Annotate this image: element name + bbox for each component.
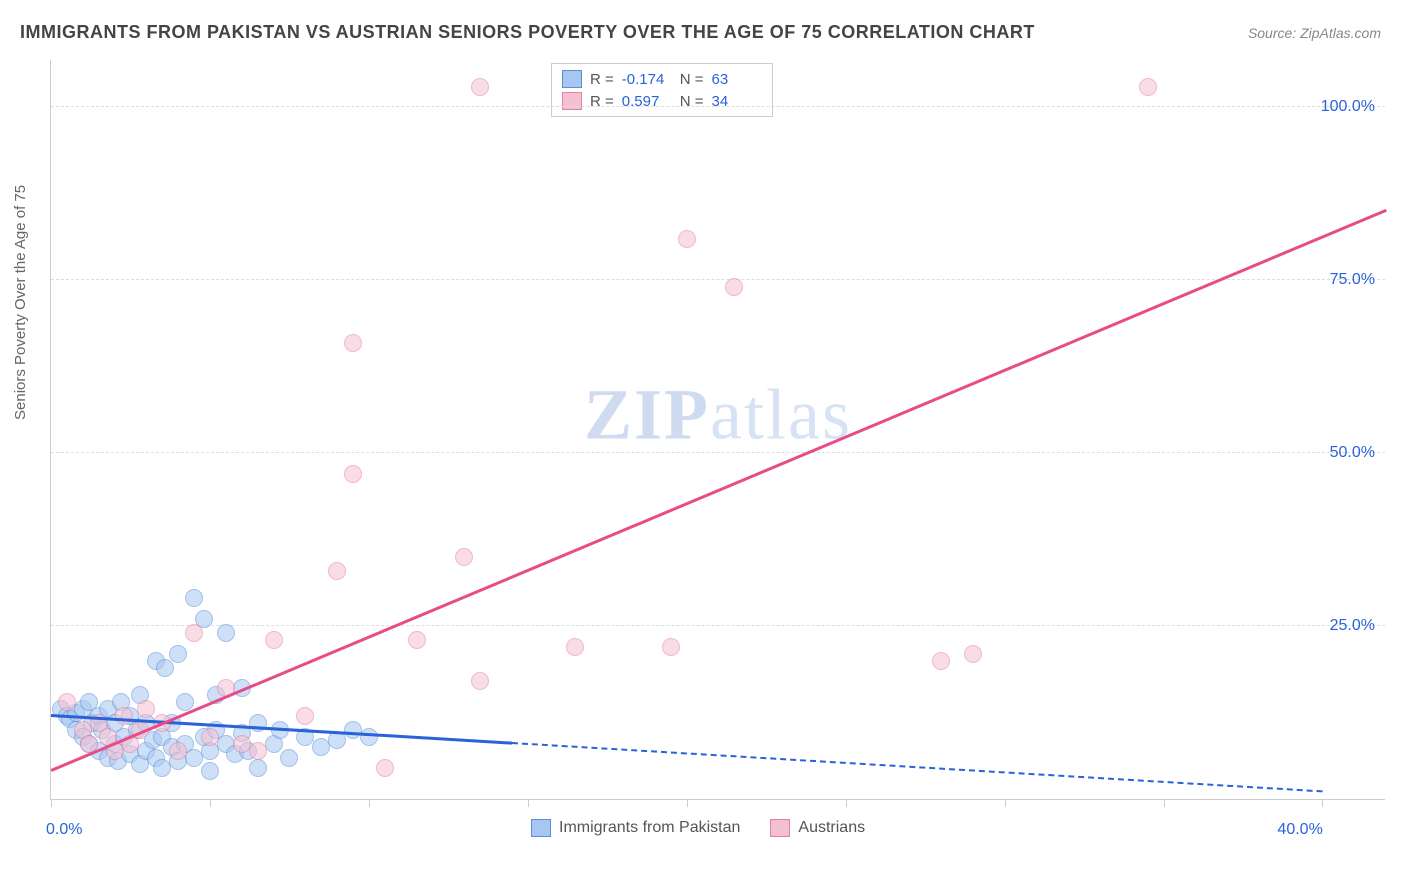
legend-item-austrians: Austrians (770, 819, 865, 837)
data-point-austrians (58, 693, 76, 711)
legend-item-pakistan: Immigrants from Pakistan (531, 819, 740, 837)
data-point-austrians (249, 742, 267, 760)
y-axis-label: Seniors Poverty Over the Age of 75 (12, 185, 29, 420)
data-point-pakistan (217, 624, 235, 642)
x-tick (1005, 799, 1006, 807)
x-tick (210, 799, 211, 807)
y-tick-label: 100.0% (1321, 98, 1375, 116)
source-label: Source: ZipAtlas.com (1248, 25, 1381, 41)
data-point-austrians (455, 548, 473, 566)
watermark: ZIPatlas (584, 373, 852, 456)
data-point-austrians (185, 624, 203, 642)
data-point-austrians (932, 652, 950, 670)
y-tick-label: 75.0% (1330, 271, 1375, 289)
y-tick-label: 50.0% (1330, 444, 1375, 462)
data-point-austrians (328, 562, 346, 580)
swatch-pakistan (562, 70, 582, 88)
data-point-pakistan (201, 762, 219, 780)
r-label: R = (590, 71, 614, 88)
data-point-austrians (678, 230, 696, 248)
chart-title: IMMIGRANTS FROM PAKISTAN VS AUSTRIAN SEN… (20, 22, 1035, 43)
data-point-pakistan (156, 659, 174, 677)
data-point-austrians (115, 707, 133, 725)
data-point-austrians (662, 638, 680, 656)
trend-line-dash (512, 742, 1323, 792)
legend-swatch-austrians (770, 819, 790, 837)
data-point-pakistan (176, 693, 194, 711)
data-point-austrians (964, 645, 982, 663)
y-tick-label: 25.0% (1330, 617, 1375, 635)
data-point-austrians (265, 631, 283, 649)
grid-line (51, 106, 1385, 107)
plot-area: ZIPatlas R = -0.174 N = 63 R = 0.597 N =… (50, 60, 1385, 800)
data-point-austrians (137, 700, 155, 718)
data-point-pakistan (169, 645, 187, 663)
legend-swatch-pakistan (531, 819, 551, 837)
stats-box: R = -0.174 N = 63 R = 0.597 N = 34 (551, 63, 773, 117)
x-tick (687, 799, 688, 807)
x-tick (1322, 799, 1323, 807)
x-tick-label: 40.0% (1277, 821, 1322, 839)
stats-row-austrians: R = 0.597 N = 34 (562, 90, 762, 112)
data-point-austrians (376, 759, 394, 777)
watermark-bold: ZIP (584, 374, 710, 454)
data-point-austrians (725, 278, 743, 296)
x-tick (1164, 799, 1165, 807)
data-point-austrians (344, 334, 362, 352)
trend-line (51, 209, 1387, 771)
grid-line (51, 625, 1385, 626)
x-tick-label: 0.0% (46, 821, 82, 839)
x-tick (51, 799, 52, 807)
data-point-austrians (471, 672, 489, 690)
data-point-pakistan (280, 749, 298, 767)
data-point-pakistan (360, 728, 378, 746)
data-point-austrians (566, 638, 584, 656)
x-tick (528, 799, 529, 807)
x-tick (369, 799, 370, 807)
data-point-austrians (344, 465, 362, 483)
legend: Immigrants from Pakistan Austrians (531, 819, 865, 837)
data-point-pakistan (185, 589, 203, 607)
data-point-austrians (201, 728, 219, 746)
data-point-austrians (296, 707, 314, 725)
n-label: N = (680, 71, 704, 88)
stats-row-pakistan: R = -0.174 N = 63 (562, 68, 762, 90)
data-point-austrians (1139, 78, 1157, 96)
data-point-austrians (471, 78, 489, 96)
data-point-austrians (169, 742, 187, 760)
data-point-pakistan (249, 759, 267, 777)
grid-line (51, 452, 1385, 453)
n-value-pakistan: 63 (712, 71, 762, 88)
grid-line (51, 279, 1385, 280)
r-value-pakistan: -0.174 (622, 71, 672, 88)
legend-label-austrians: Austrians (798, 819, 865, 837)
data-point-austrians (408, 631, 426, 649)
x-tick (846, 799, 847, 807)
legend-label-pakistan: Immigrants from Pakistan (559, 819, 740, 837)
